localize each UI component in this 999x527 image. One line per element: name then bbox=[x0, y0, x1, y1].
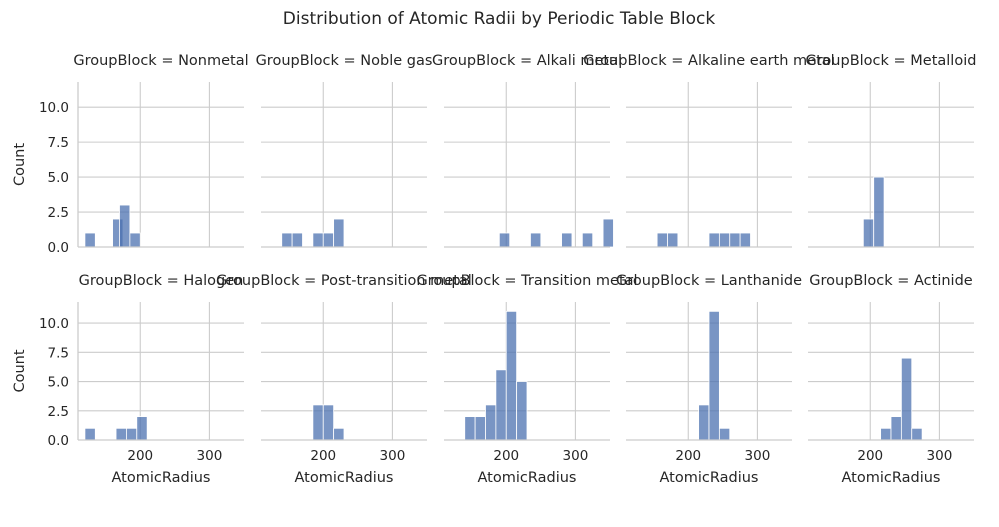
panel-7-bar-4 bbox=[505, 310, 518, 441]
panel-8-xtick-label-1: 300 bbox=[745, 448, 771, 464]
panel-2-bar-3 bbox=[581, 232, 594, 248]
panel-4-bar-1 bbox=[873, 176, 885, 248]
panel-0-ytick-label-2: 5.0 bbox=[48, 170, 69, 186]
panel-5-ytick-label-3: 7.5 bbox=[48, 345, 69, 361]
panel-9-xtick-label-1: 300 bbox=[927, 448, 953, 464]
panel-5-bar-2 bbox=[126, 427, 138, 441]
panel-2-bar-1 bbox=[530, 232, 542, 248]
panel-7-xtick-label-1: 300 bbox=[563, 448, 589, 464]
panel-0-title: GroupBlock = Nonmetal bbox=[73, 53, 248, 69]
panel-5-xlabel: AtomicRadius bbox=[112, 470, 211, 486]
panel-7-title: GroupBlock = Transition metal bbox=[416, 273, 637, 289]
panel-0-bar-3 bbox=[129, 232, 141, 248]
panel-1-title: GroupBlock = Noble gas bbox=[256, 53, 433, 69]
panel-9-xtick-label-0: 200 bbox=[857, 448, 883, 464]
panel-5-xtick-label-0: 200 bbox=[127, 448, 153, 464]
panel-5-ytick-label-4: 10.0 bbox=[39, 316, 69, 332]
chart-title: Distribution of Atomic Radii by Periodic… bbox=[283, 9, 716, 29]
panel-8-bar-1 bbox=[708, 310, 720, 441]
panel-1-bar-1 bbox=[291, 232, 303, 248]
panel-5-bar-1 bbox=[115, 427, 127, 441]
panel-7-bar-2 bbox=[485, 404, 497, 441]
panel-0-ytick-label-1: 2.5 bbox=[48, 205, 69, 221]
panel-3-bar-5 bbox=[739, 232, 751, 248]
panel-2-bar-2 bbox=[561, 232, 573, 248]
panel-2-title: GroupBlock = Alkali metal bbox=[432, 53, 622, 69]
panel-5-ytick-label-2: 5.0 bbox=[48, 375, 69, 391]
panel-1-bar-2 bbox=[312, 232, 324, 248]
panel-1-bar-4 bbox=[333, 218, 345, 248]
panel-0-bar-0 bbox=[84, 232, 96, 248]
panel-3-bar-0 bbox=[656, 232, 668, 248]
panel-5-xtick-label-1: 300 bbox=[197, 448, 223, 464]
panel-7-bar-1 bbox=[474, 416, 486, 441]
panel-1-bar-0 bbox=[281, 232, 293, 248]
panels: 0.0 2.5 5.0 7.5 10.0 Count GroupBlock = Nonmet… bbox=[12, 53, 976, 486]
panel-6-xtick-label-1: 300 bbox=[380, 448, 406, 464]
panel-8-bar-0 bbox=[698, 404, 710, 441]
panel-3-bar-1 bbox=[667, 232, 679, 248]
panel-0-ytick-label-3: 7.5 bbox=[48, 135, 69, 151]
panel-2-bar-0 bbox=[498, 232, 511, 248]
panel-3-bar-4 bbox=[729, 232, 741, 248]
panel-9-bar-0 bbox=[880, 427, 892, 441]
panel-6-bar-0 bbox=[312, 404, 324, 441]
panel-1-bar-3 bbox=[322, 232, 335, 248]
panel-6-xlabel: AtomicRadius bbox=[295, 470, 394, 486]
panel-5-bar-0 bbox=[84, 427, 96, 441]
panel-7-xlabel: AtomicRadius bbox=[478, 470, 577, 486]
panel-7-bar-3 bbox=[495, 369, 507, 441]
panel-0-ylabel: Count bbox=[12, 143, 28, 186]
panel-3-title: GroupBlock = Alkaline earth metal bbox=[583, 53, 834, 69]
panel-7-bar-5 bbox=[516, 381, 528, 441]
panel-9-title: GroupBlock = Actinide bbox=[809, 273, 973, 289]
panel-9-bar-1 bbox=[890, 416, 902, 441]
panel-8-bar-2 bbox=[718, 427, 731, 441]
panel-7-bar-0 bbox=[464, 416, 476, 441]
panel-6-bar-1 bbox=[322, 404, 335, 441]
panel-3-bar-2 bbox=[708, 232, 720, 248]
panel-4-title: GroupBlock = Metalloid bbox=[806, 53, 977, 69]
panel-8-xlabel: AtomicRadius bbox=[660, 470, 759, 486]
panel-9-bar-2 bbox=[900, 357, 913, 441]
panel-5-title: GroupBlock = Halogen bbox=[79, 273, 244, 289]
panel-8-xtick-label-0: 200 bbox=[675, 448, 701, 464]
panel-7-xtick-label-0: 200 bbox=[493, 448, 519, 464]
panel-6-title: GroupBlock = Post-transition metal bbox=[216, 273, 472, 289]
panel-5-ytick-label-0: 0.0 bbox=[48, 433, 69, 449]
panel-5-ytick-label-1: 2.5 bbox=[48, 404, 69, 420]
panel-0-ytick-label-0: 0.0 bbox=[48, 240, 69, 256]
panel-4-bar-0 bbox=[862, 218, 875, 248]
panel-5-bar-3 bbox=[136, 416, 148, 441]
panel-3-bar-3 bbox=[718, 232, 731, 248]
panel-6-bar-2 bbox=[333, 427, 345, 441]
panel-0-bar-2 bbox=[119, 204, 131, 248]
panel-9-bar-3 bbox=[911, 427, 923, 441]
panel-5-ylabel: Count bbox=[12, 349, 28, 392]
panel-8-title: GroupBlock = Lanthanide bbox=[616, 273, 802, 289]
panel-0-ytick-label-4: 10.0 bbox=[39, 100, 69, 116]
panel-6-xtick-label-0: 200 bbox=[310, 448, 336, 464]
panel-9-xlabel: AtomicRadius bbox=[842, 470, 941, 486]
panel-2-bar-4 bbox=[602, 218, 614, 248]
